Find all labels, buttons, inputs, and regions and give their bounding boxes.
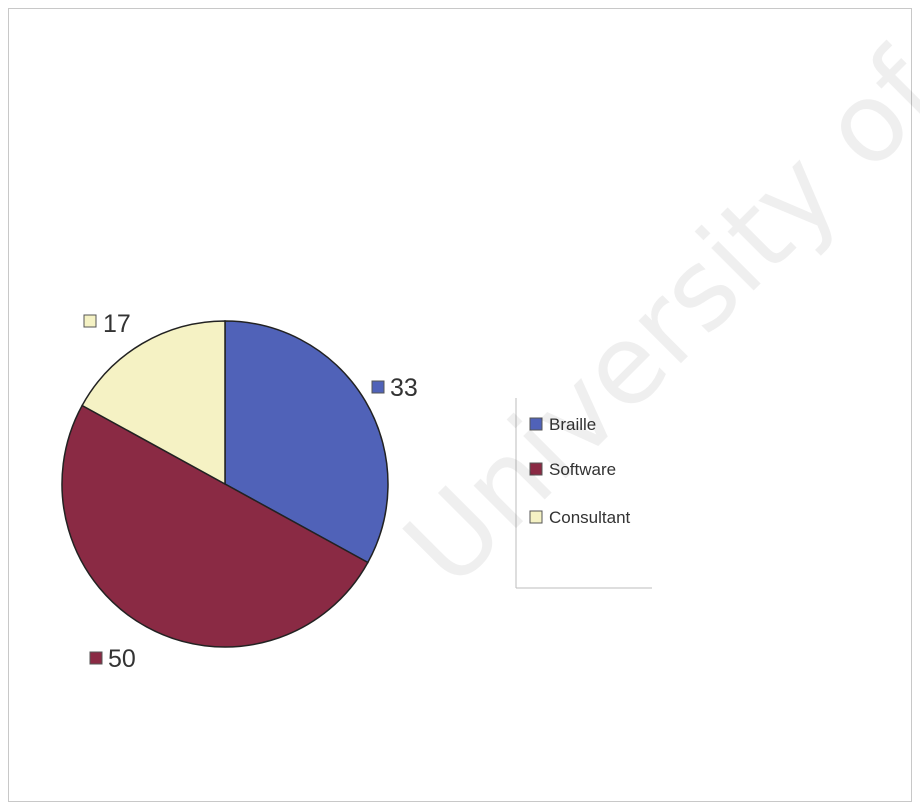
legend: Braille Software Consultant [515, 398, 652, 589]
data-label-consultant: 17 [103, 310, 131, 338]
data-label-swatch-consultant [83, 314, 97, 328]
pie-data-labels: 33 50 17 [83, 310, 418, 673]
legend-label-consultant: Consultant [549, 508, 631, 527]
data-label-braille: 33 [390, 374, 418, 402]
data-label-software: 50 [108, 645, 136, 673]
legend-items: Braille Software Consultant [529, 415, 631, 527]
legend-swatch-software [529, 462, 543, 476]
pie-slice-consultant [81, 320, 226, 486]
legend-swatch-consultant [529, 510, 543, 524]
pie-slice-braille [224, 320, 389, 564]
legend-swatch-braille [529, 417, 543, 431]
legend-label-braille: Braille [549, 415, 596, 434]
pie-slices [61, 320, 389, 648]
data-label-swatch-braille [371, 380, 385, 394]
legend-label-software: Software [549, 460, 616, 479]
data-label-swatch-software [89, 651, 103, 665]
pie-slice-software [61, 404, 369, 648]
